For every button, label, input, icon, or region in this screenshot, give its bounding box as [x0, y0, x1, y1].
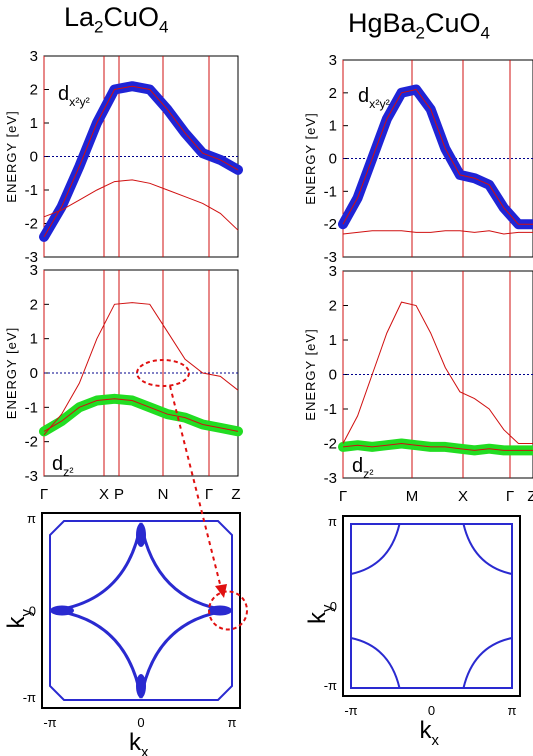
- right-bottom-ytick-label: 2: [329, 298, 337, 315]
- left-fs-vertex-blob: [136, 674, 146, 698]
- left-kpath-label: P: [114, 486, 124, 503]
- left-top-ytick-label: 0: [30, 149, 38, 166]
- left-bottom-ytick-label: 1: [30, 331, 38, 348]
- right-fs-ytick-label: 0: [330, 599, 337, 614]
- right-bottom-ytick-label: -1: [324, 401, 337, 418]
- left-fs-ytick-label: 0: [29, 604, 36, 619]
- left-top-thin-band: [43, 179, 239, 231]
- left-kpath-label: N: [158, 486, 169, 503]
- right-fs-fermi-arc: [350, 637, 401, 689]
- left-fs-xlabel: kx: [129, 729, 149, 756]
- right-bottom-ytick-label: 0: [329, 367, 337, 384]
- right-fs-frame: [342, 515, 521, 697]
- right-top-ytick-label: -3: [324, 249, 337, 266]
- right-bottom-ytick-label: 3: [329, 263, 337, 280]
- right-top-orbital-label: dx²y²: [358, 85, 390, 111]
- right-kpath-label: Z: [527, 488, 533, 505]
- right-kpath-label: Γ: [506, 488, 514, 505]
- left-fs-xtick-label: π: [228, 715, 237, 730]
- left-top-ytick-label: 3: [30, 48, 38, 65]
- right-fs-fermi-arc: [462, 637, 513, 689]
- left-fs-xtick-label: 0: [137, 715, 144, 730]
- right-fs-ytick-label: -π: [324, 678, 337, 693]
- left-bottom-ytick-label: -1: [25, 399, 38, 416]
- right-fs-ylabel: ky: [304, 604, 336, 624]
- right-bottom-ytick-label: -3: [324, 470, 337, 487]
- right-title: HgBa2CuO4: [348, 8, 491, 43]
- left-fs-vertex-blob: [50, 605, 74, 616]
- right-bottom-ytick-label: 1: [329, 332, 337, 349]
- left-fs-ylabel-text: ky: [3, 609, 35, 629]
- left-fs-vertex-blob: [136, 523, 146, 547]
- right-bottom-orbital-label: dz²: [352, 455, 373, 481]
- left-top-ytick-label: -3: [25, 249, 38, 266]
- left-bottom-band-center: [43, 398, 239, 432]
- right-kpath-label: M: [406, 488, 419, 505]
- right-bottom-ytick-label: -2: [324, 436, 337, 453]
- left-top-ytick-label: -1: [25, 182, 38, 199]
- right-fs-ylabel-text: ky: [304, 604, 336, 624]
- right-bottom-ylabel: ENERGY [eV]: [303, 328, 318, 420]
- left-fs-ytick-label: -π: [23, 690, 36, 705]
- right-top-ylabel: ENERGY [eV]: [303, 112, 318, 204]
- right-bottom-band-center: [342, 442, 533, 451]
- right-fs-outer-surface: [350, 523, 513, 689]
- left-fs-xtick-label: -π: [43, 715, 56, 730]
- left-bottom-orbital-label-text: dz²: [52, 453, 73, 479]
- left-bottom-orbital-label: dz²: [52, 453, 73, 479]
- left-top-orbital-label: dx²y²: [58, 83, 90, 109]
- right-fs-fermi-arc: [350, 523, 401, 575]
- right-bottom-thin-band: [342, 301, 533, 444]
- band-highlight-ellipse: [136, 359, 190, 387]
- left-top-ytick-label: 1: [30, 115, 38, 132]
- left-kpath-label: Z: [231, 486, 240, 503]
- right-top-band-center: [342, 88, 533, 225]
- left-top-band-center: [43, 85, 239, 238]
- left-top-ytick-label: -2: [25, 216, 38, 233]
- left-bottom-thin-band: [43, 302, 239, 436]
- right-fs-fermi-arc: [462, 523, 513, 575]
- right-top-ytick-label: -2: [324, 216, 337, 233]
- left-fs-outer-surface: [49, 520, 233, 701]
- right-bottom-orbital-label-text: dz²: [352, 455, 373, 481]
- left-fs-ylabel: ky: [3, 609, 35, 629]
- left-bottom-ytick-label: -2: [25, 434, 38, 451]
- left-kpath-label: X: [99, 486, 109, 503]
- right-top-ytick-label: 3: [329, 52, 337, 69]
- left-kpath-label: Γ: [205, 486, 213, 503]
- left-bottom-ytick-label: -3: [25, 468, 38, 485]
- left-top-ytick-label: 2: [30, 82, 38, 99]
- left-fs-xlabel-text: kx: [129, 729, 149, 756]
- right-top-ytick-label: 1: [329, 118, 337, 135]
- left-bottom-ylabel: ENERGY [eV]: [4, 327, 19, 419]
- left-bottom-ytick-label: 2: [30, 296, 38, 313]
- left-bottom-ytick-label: 3: [30, 262, 38, 279]
- right-fs-xtick-label: π: [508, 703, 517, 718]
- connecting-arrow-line: [169, 385, 223, 593]
- right-top-ytick-label: -1: [324, 183, 337, 200]
- left-fs-highlight-circle: [208, 590, 248, 631]
- connecting-arrow-head: [215, 584, 227, 598]
- right-top-ytick-label: 0: [329, 151, 337, 168]
- left-top-orbital-label-text: dx²y²: [58, 83, 90, 109]
- left-title: La2CuO4: [64, 2, 169, 37]
- right-fs-xlabel: kx: [420, 717, 440, 749]
- left-bottom-ytick-label: 0: [30, 365, 38, 382]
- right-fs-ytick-label: π: [328, 514, 337, 529]
- left-top-ylabel: ENERGY [eV]: [4, 110, 19, 202]
- right-kpath-label: Γ: [339, 488, 347, 505]
- left-kpath-label: Γ: [40, 486, 48, 503]
- right-top-orbital-label-text: dx²y²: [358, 85, 390, 111]
- right-kpath-label: X: [458, 488, 468, 505]
- right-top-thin-band: [342, 230, 533, 235]
- left-fs-ytick-label: π: [27, 511, 36, 526]
- right-fs-xlabel-text: kx: [420, 717, 440, 749]
- right-top-ytick-label: 2: [329, 85, 337, 102]
- right-fs-xtick-label: 0: [428, 703, 435, 718]
- right-fs-xtick-label: -π: [344, 703, 357, 718]
- left-fs-vertex-blob: [208, 605, 232, 616]
